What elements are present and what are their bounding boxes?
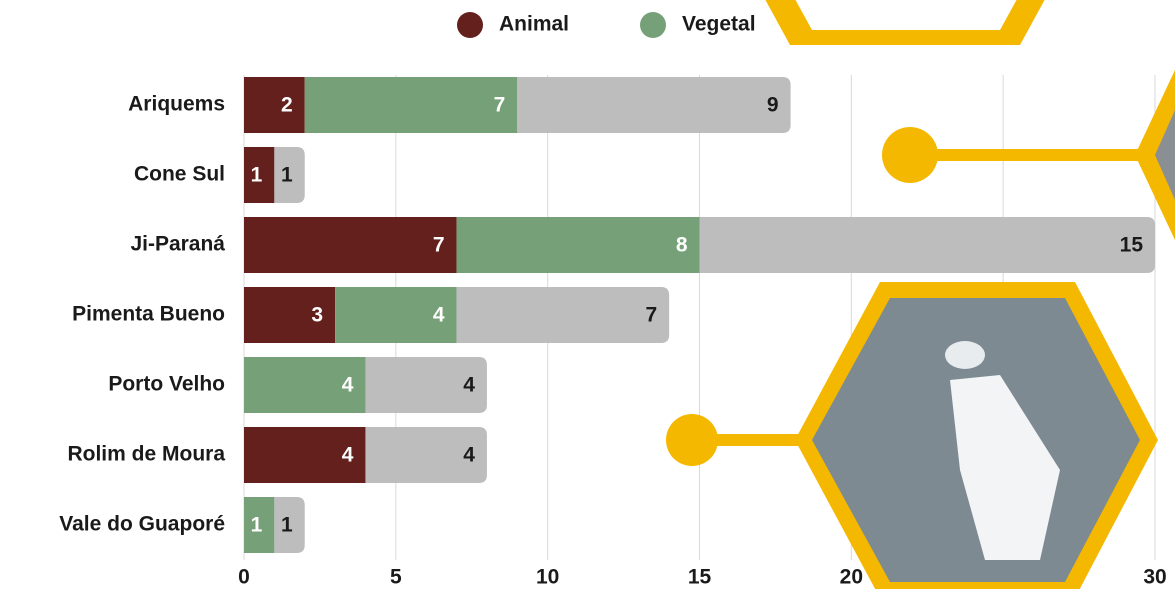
value-label: 8 [676,234,688,257]
value-label: 2 [281,94,293,117]
bar-segment [517,77,791,133]
bar-segment [456,217,700,273]
bar-segment [244,147,275,203]
y-tick-label: Pimenta Bueno [72,303,225,326]
value-label: 4 [463,444,475,467]
y-tick-label: Vale do Guaporé [59,513,225,536]
value-label: 1 [281,164,293,187]
value-label: 3 [311,304,323,327]
legend-label: Animal [499,13,569,36]
value-label: 7 [494,94,506,117]
x-tick-label: 0 [238,566,250,589]
value-label: 1 [281,514,293,537]
bar-segment [304,77,518,133]
bar-segment [244,217,457,273]
value-label: 15 [1120,234,1144,257]
bar-segment [365,427,487,483]
bar-segment [274,497,305,553]
x-tick-label: 20 [840,566,863,589]
y-tick-label: Rolim de Moura [67,443,225,466]
legend-marker [640,12,666,38]
y-tick-label: Porto Velho [108,373,225,396]
bar-segment [274,147,305,203]
decoration [666,0,1175,589]
value-label: 1 [251,514,263,537]
bar-segment [244,77,305,133]
value-label: 4 [342,374,354,397]
value-label: 1 [251,164,263,187]
value-label: 7 [433,234,445,257]
bar-segment [699,217,1155,273]
photo-detail [945,341,985,369]
legend-marker [457,12,483,38]
x-tick-label: 10 [536,566,559,589]
legend-label: Vegetal [682,13,756,36]
value-label: 7 [645,304,657,327]
hexagon-top-inner [795,0,1017,30]
bar-segment [456,287,670,343]
value-label: 9 [767,94,779,117]
bar-segment [335,287,457,343]
y-tick-label: Ariquems [128,93,225,116]
y-tick-label: Cone Sul [134,163,225,186]
photo-right [1155,110,1175,200]
x-tick-label: 15 [688,566,712,589]
x-tick-label: 5 [390,566,402,589]
x-tick-label: 30 [1143,566,1166,589]
bar-segment [244,287,336,343]
value-label: 4 [433,304,445,327]
value-label: 4 [342,444,354,467]
y-tick-label: Ji-Paraná [130,233,225,256]
bar-segment [244,427,366,483]
bar-segment [365,357,487,413]
value-label: 4 [463,374,475,397]
bar-segment [244,357,366,413]
bar-segment [244,497,275,553]
photo-detail [950,375,1060,560]
